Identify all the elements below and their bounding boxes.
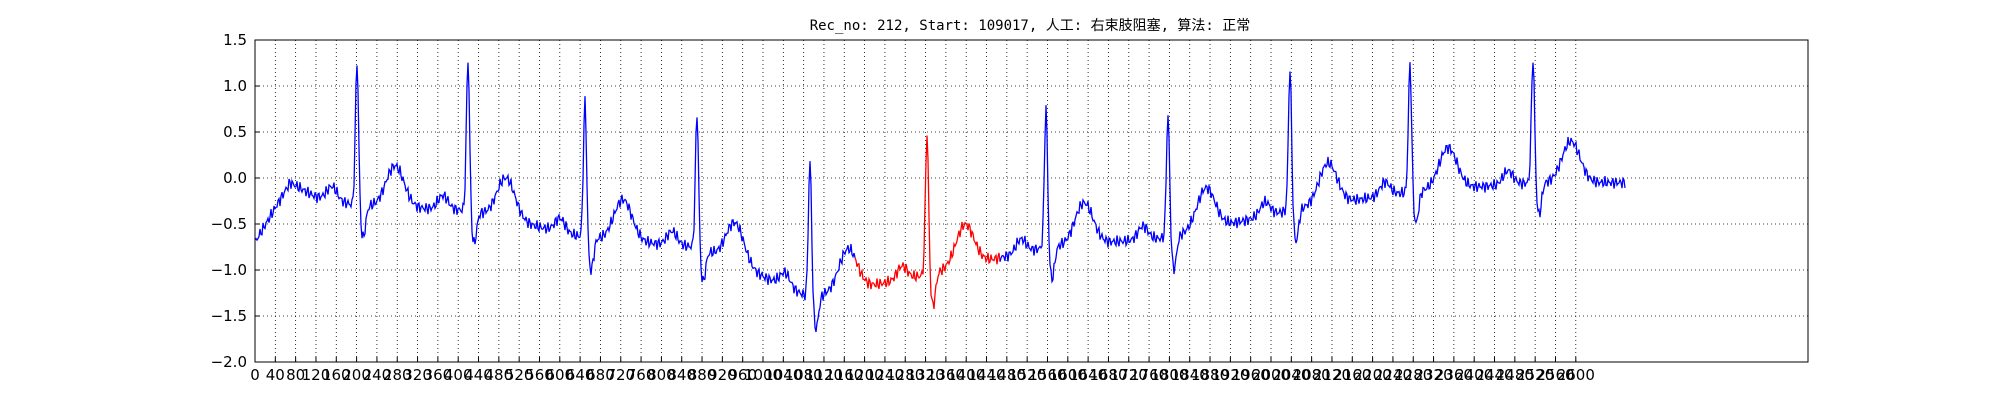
x-tick-label: 1680 bbox=[1089, 366, 1127, 384]
x-tick-label: 2600 bbox=[1557, 366, 1595, 384]
x-tick-label: 1960 bbox=[1232, 366, 1270, 384]
x-tick-label: 2560 bbox=[1536, 366, 1574, 384]
x-tick-label: 1600 bbox=[1049, 366, 1087, 384]
x-axis-ticks: 0 40 8012016020024028032036040044048052056… bbox=[250, 357, 1595, 384]
x-tick-label: 2200 bbox=[1354, 366, 1392, 384]
x-tick-label: 200 bbox=[342, 366, 371, 384]
x-tick-label: 280 bbox=[383, 366, 412, 384]
x-tick-label: 120 bbox=[302, 366, 331, 384]
x-tick-label: 600 bbox=[545, 366, 574, 384]
x-tick-label: 800 bbox=[647, 366, 676, 384]
y-tick-label: −1.5 bbox=[211, 307, 247, 325]
y-axis-ticks: 1.5 1.0 0.5 0.0 −0.5 −1.0 −1.5 −2.0 bbox=[211, 31, 260, 371]
x-tick-label: 1480 bbox=[988, 366, 1026, 384]
y-tick-label: −2.0 bbox=[211, 353, 247, 371]
x-tick-label: 880 bbox=[688, 366, 717, 384]
y-tick-label: 1.0 bbox=[223, 77, 247, 95]
x-tick-label: 840 bbox=[667, 366, 696, 384]
x-tick-label: 1840 bbox=[1171, 366, 1209, 384]
x-tick-label: 1120 bbox=[805, 366, 843, 384]
x-tick-label: 920 bbox=[708, 366, 737, 384]
x-tick-label: 1320 bbox=[906, 366, 944, 384]
x-tick-label: 2160 bbox=[1333, 366, 1371, 384]
grid-layer bbox=[255, 40, 1808, 362]
x-tick-label: 2040 bbox=[1272, 366, 1310, 384]
x-tick-label: 80 bbox=[286, 366, 305, 384]
x-tick-label: 1080 bbox=[785, 366, 823, 384]
x-tick-label: 2480 bbox=[1496, 366, 1534, 384]
x-tick-label: 360 bbox=[424, 366, 453, 384]
x-tick-label: 1520 bbox=[1008, 366, 1046, 384]
ecg-trace-normal-1 bbox=[254, 62, 856, 333]
x-tick-label: 2520 bbox=[1516, 366, 1554, 384]
x-tick-label: 1000 bbox=[744, 366, 782, 384]
x-tick-label: 1560 bbox=[1028, 366, 1066, 384]
x-tick-label: 320 bbox=[403, 366, 432, 384]
y-tick-label: −1.0 bbox=[211, 261, 247, 279]
x-tick-label: 400 bbox=[444, 366, 473, 384]
x-tick-label: 2240 bbox=[1374, 366, 1412, 384]
y-tick-label: 1.5 bbox=[223, 31, 247, 49]
x-tick-label: 760 bbox=[627, 366, 656, 384]
x-tick-label: 960 bbox=[728, 366, 757, 384]
x-tick-label: 1800 bbox=[1150, 366, 1188, 384]
x-tick-label: 1040 bbox=[764, 366, 802, 384]
x-tick-label: 2280 bbox=[1394, 366, 1432, 384]
x-tick-label: 1160 bbox=[825, 366, 863, 384]
x-tick-label: 1440 bbox=[967, 366, 1005, 384]
x-tick-label: 2120 bbox=[1313, 366, 1351, 384]
x-tick-label: 0 bbox=[250, 366, 260, 384]
x-tick-label: 1200 bbox=[846, 366, 884, 384]
x-tick-label: 2080 bbox=[1293, 366, 1331, 384]
x-tick-label: 720 bbox=[606, 366, 635, 384]
x-tick-label: 1240 bbox=[866, 366, 904, 384]
x-tick-label: 2320 bbox=[1414, 366, 1452, 384]
x-tick-label: 560 bbox=[525, 366, 554, 384]
x-tick-label: 640 bbox=[566, 366, 595, 384]
x-tick-label: 1400 bbox=[947, 366, 985, 384]
x-tick-label: 240 bbox=[363, 366, 392, 384]
x-tick-label: 1640 bbox=[1069, 366, 1107, 384]
ecg-trace-normal-2 bbox=[999, 62, 1626, 284]
x-tick-label: 1280 bbox=[886, 366, 924, 384]
x-tick-label: 1720 bbox=[1110, 366, 1148, 384]
y-tick-label: −0.5 bbox=[211, 215, 247, 233]
x-tick-label: 440 bbox=[464, 366, 493, 384]
x-tick-label: 2360 bbox=[1435, 366, 1473, 384]
ecg-trace-layer bbox=[254, 62, 1626, 333]
x-tick-label: 2000 bbox=[1252, 366, 1290, 384]
x-tick-label: 1760 bbox=[1130, 366, 1168, 384]
x-tick-label: 2440 bbox=[1475, 366, 1513, 384]
x-tick-label: 1880 bbox=[1191, 366, 1229, 384]
x-tick-label: 40 bbox=[266, 366, 285, 384]
x-tick-label: 160 bbox=[322, 366, 351, 384]
chart-title: Rec_no: 212, Start: 109017, 人工: 右束肢阻塞, 算… bbox=[810, 17, 1251, 34]
x-tick-label: 1920 bbox=[1211, 366, 1249, 384]
x-tick-label: 480 bbox=[485, 366, 514, 384]
y-tick-label: 0.0 bbox=[223, 169, 247, 187]
x-tick-label: 680 bbox=[586, 366, 615, 384]
x-tick-label: 2400 bbox=[1455, 366, 1493, 384]
x-tick-label: 1360 bbox=[927, 366, 965, 384]
x-tick-label: 520 bbox=[505, 366, 534, 384]
plot-frame bbox=[254, 39, 1809, 363]
ecg-trace-highlight bbox=[854, 135, 1001, 309]
y-tick-label: 0.5 bbox=[223, 123, 247, 141]
